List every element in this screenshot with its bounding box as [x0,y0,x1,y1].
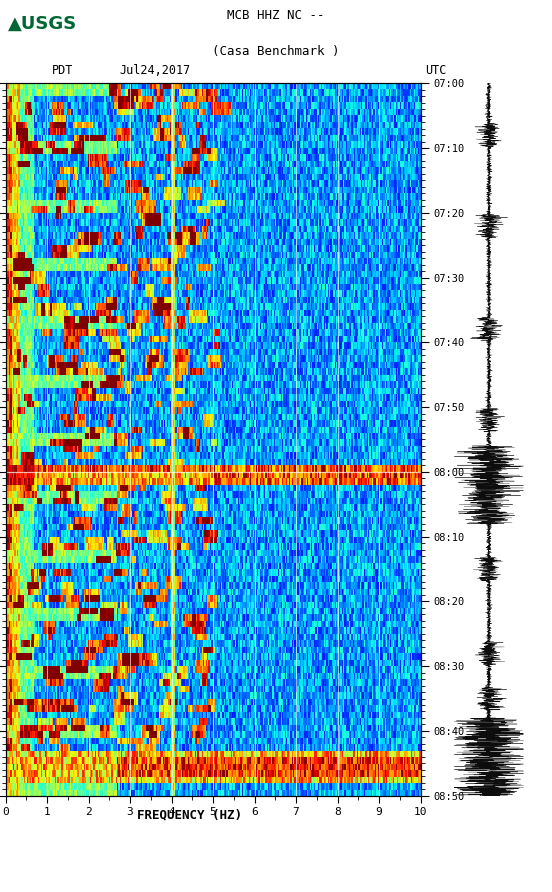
Text: UTC: UTC [425,64,446,78]
Text: FREQUENCY (HZ): FREQUENCY (HZ) [137,809,242,822]
Text: PDT: PDT [51,64,73,78]
Text: ▲USGS: ▲USGS [8,15,77,33]
Text: MCB HHZ NC --: MCB HHZ NC -- [227,9,325,22]
Text: (Casa Benchmark ): (Casa Benchmark ) [213,45,339,58]
Text: Jul24,2017: Jul24,2017 [119,64,190,78]
